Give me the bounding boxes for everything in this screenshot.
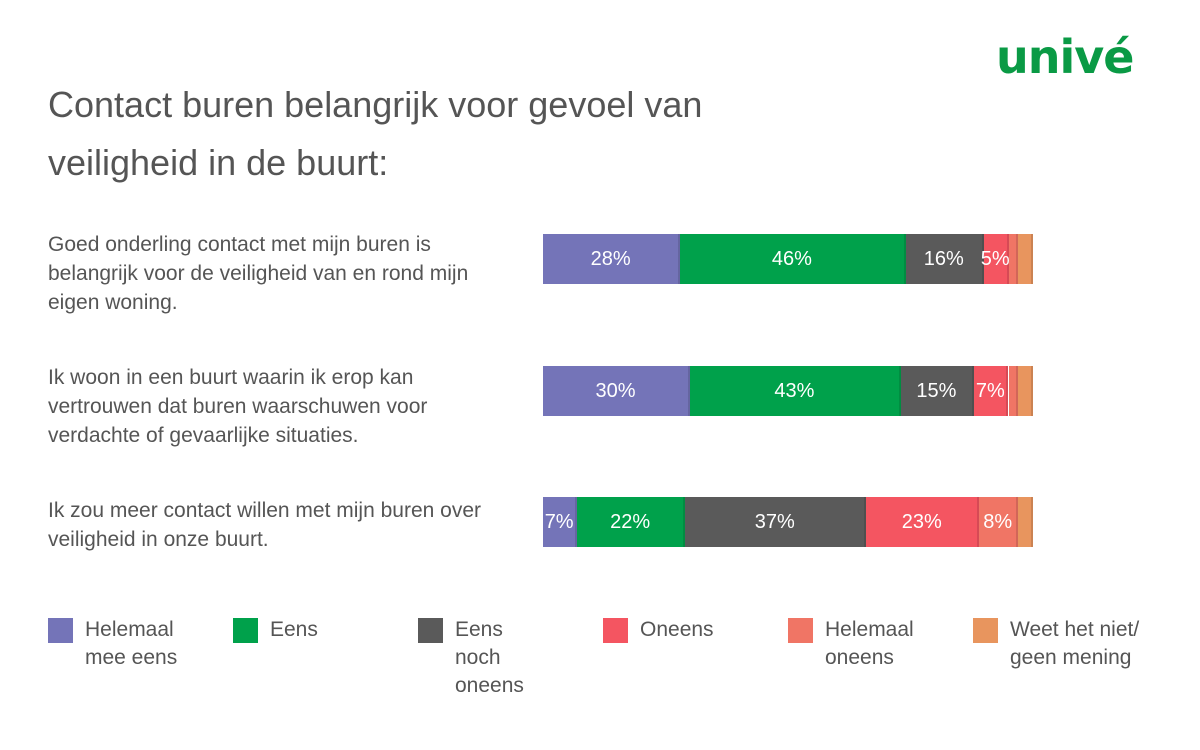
value-label: 15% <box>916 379 957 402</box>
bar-segment: 28% <box>543 234 681 284</box>
legend-swatch <box>973 618 998 643</box>
bar-segment <box>1018 366 1033 416</box>
value-label: 8% <box>983 510 1013 533</box>
legend-label: Helemaal mee eens <box>85 618 178 669</box>
legend-swatch <box>788 618 813 643</box>
category-label: Ik zou meer contact willen met mijn bure… <box>48 499 482 551</box>
bar-segment: 5% <box>980 234 1010 284</box>
value-label: 30% <box>595 379 636 402</box>
chart-title: Contact buren belangrijk voor gevoel van… <box>48 84 703 183</box>
legend-label: Oneens <box>640 618 714 641</box>
legend-label: Weet het niet/ geen mening <box>1010 618 1140 669</box>
bar-segment: 15% <box>900 366 975 416</box>
bar-segment: 7% <box>543 497 578 547</box>
bar-segment: 43% <box>690 366 901 416</box>
value-label: 28% <box>590 247 631 270</box>
legend-swatch <box>233 618 258 643</box>
bar-segment <box>1018 234 1033 284</box>
bar-segment: 30% <box>543 366 690 416</box>
bar-segment: 7% <box>974 366 1009 416</box>
legend-label: Eens noch oneens <box>455 618 524 697</box>
value-label: 37% <box>754 510 795 533</box>
value-label: 43% <box>774 379 815 402</box>
value-label: 16% <box>923 247 964 270</box>
logo: univé <box>996 30 1134 84</box>
category-label: Goed onderling contact met mijn buren is… <box>48 233 469 314</box>
legend-label: Helemaal oneens <box>825 618 914 669</box>
bar-segment: 46% <box>680 234 906 284</box>
bar-segment <box>1008 366 1019 416</box>
bar-segment: 8% <box>979 497 1019 547</box>
legend-swatch <box>418 618 443 643</box>
bar-segment <box>1018 497 1033 547</box>
value-label: 7% <box>544 510 574 533</box>
bar-segment: 37% <box>685 497 867 547</box>
value-label: 7% <box>975 379 1005 402</box>
legend-swatch <box>603 618 628 643</box>
bar-segment: 16% <box>905 234 984 284</box>
value-label: 5% <box>980 247 1010 270</box>
value-label: 46% <box>771 247 812 270</box>
bar-segment: 22% <box>577 497 686 547</box>
bar-segment <box>1008 234 1019 284</box>
value-label: 22% <box>610 510 651 533</box>
legend-label: Eens <box>270 618 318 641</box>
category-label: Ik woon in een buurt waarin ik erop kan … <box>48 366 428 447</box>
legend-swatch <box>48 618 73 643</box>
bar-segment: 23% <box>866 497 980 547</box>
value-label: 23% <box>901 510 942 533</box>
